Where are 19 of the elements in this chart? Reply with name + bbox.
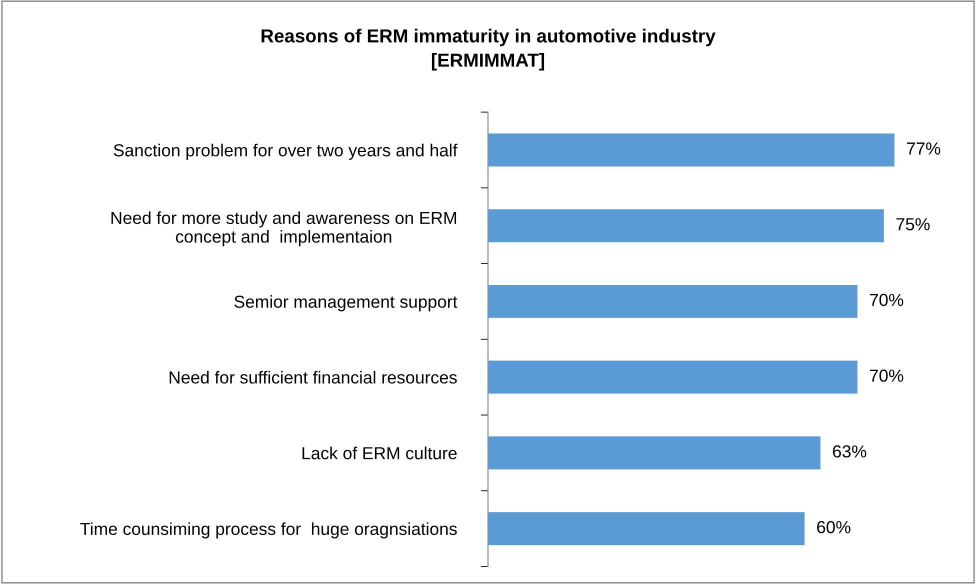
data-label: 77%	[906, 142, 940, 155]
bar	[488, 435, 822, 470]
data-label: 70%	[870, 370, 904, 382]
bar	[488, 360, 859, 395]
y-tick-label: Sanction problem for over two years and half	[114, 144, 458, 160]
bar	[488, 511, 806, 546]
bar	[488, 132, 895, 168]
data-label: 63%	[832, 445, 866, 458]
y-tick-label: Lack of ERM culture	[302, 446, 457, 460]
chart-title: Reasons of ERM immaturity in automotive industry [ERMIMMAT]	[262, 28, 716, 71]
y-tick-label: Need for more study and awareness on ERM concept and implementaion	[112, 211, 456, 246]
bar	[488, 208, 885, 244]
y-tick-label: Need for sufficient financial resources	[170, 370, 457, 384]
bar	[488, 284, 859, 320]
y-tick-label: Time counsiming process for huge oragnsiations	[80, 522, 457, 539]
data-label: 60%	[817, 520, 850, 534]
y-tick-label: Semior management support	[234, 295, 458, 312]
data-label: 70%	[870, 294, 904, 306]
data-label: 75%	[896, 218, 930, 230]
